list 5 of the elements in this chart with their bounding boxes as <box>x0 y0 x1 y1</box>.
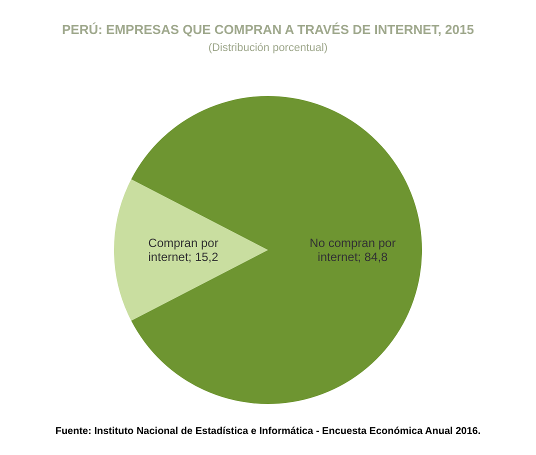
slice-label: Compran por internet; 15,2 <box>147 236 220 264</box>
slice-label: No compran por internet; 84,8 <box>308 236 397 264</box>
chart-title: PERÚ: EMPRESAS QUE COMPRAN A TRAVÉS DE INTERNET, 2015 <box>61 22 475 37</box>
source-note: Fuente: Instituto Nacional de Estadística e Informática - Encuesta Económica Anual 2016. <box>54 426 482 437</box>
chart-subtitle: (Distribución porcentual) <box>207 42 329 54</box>
